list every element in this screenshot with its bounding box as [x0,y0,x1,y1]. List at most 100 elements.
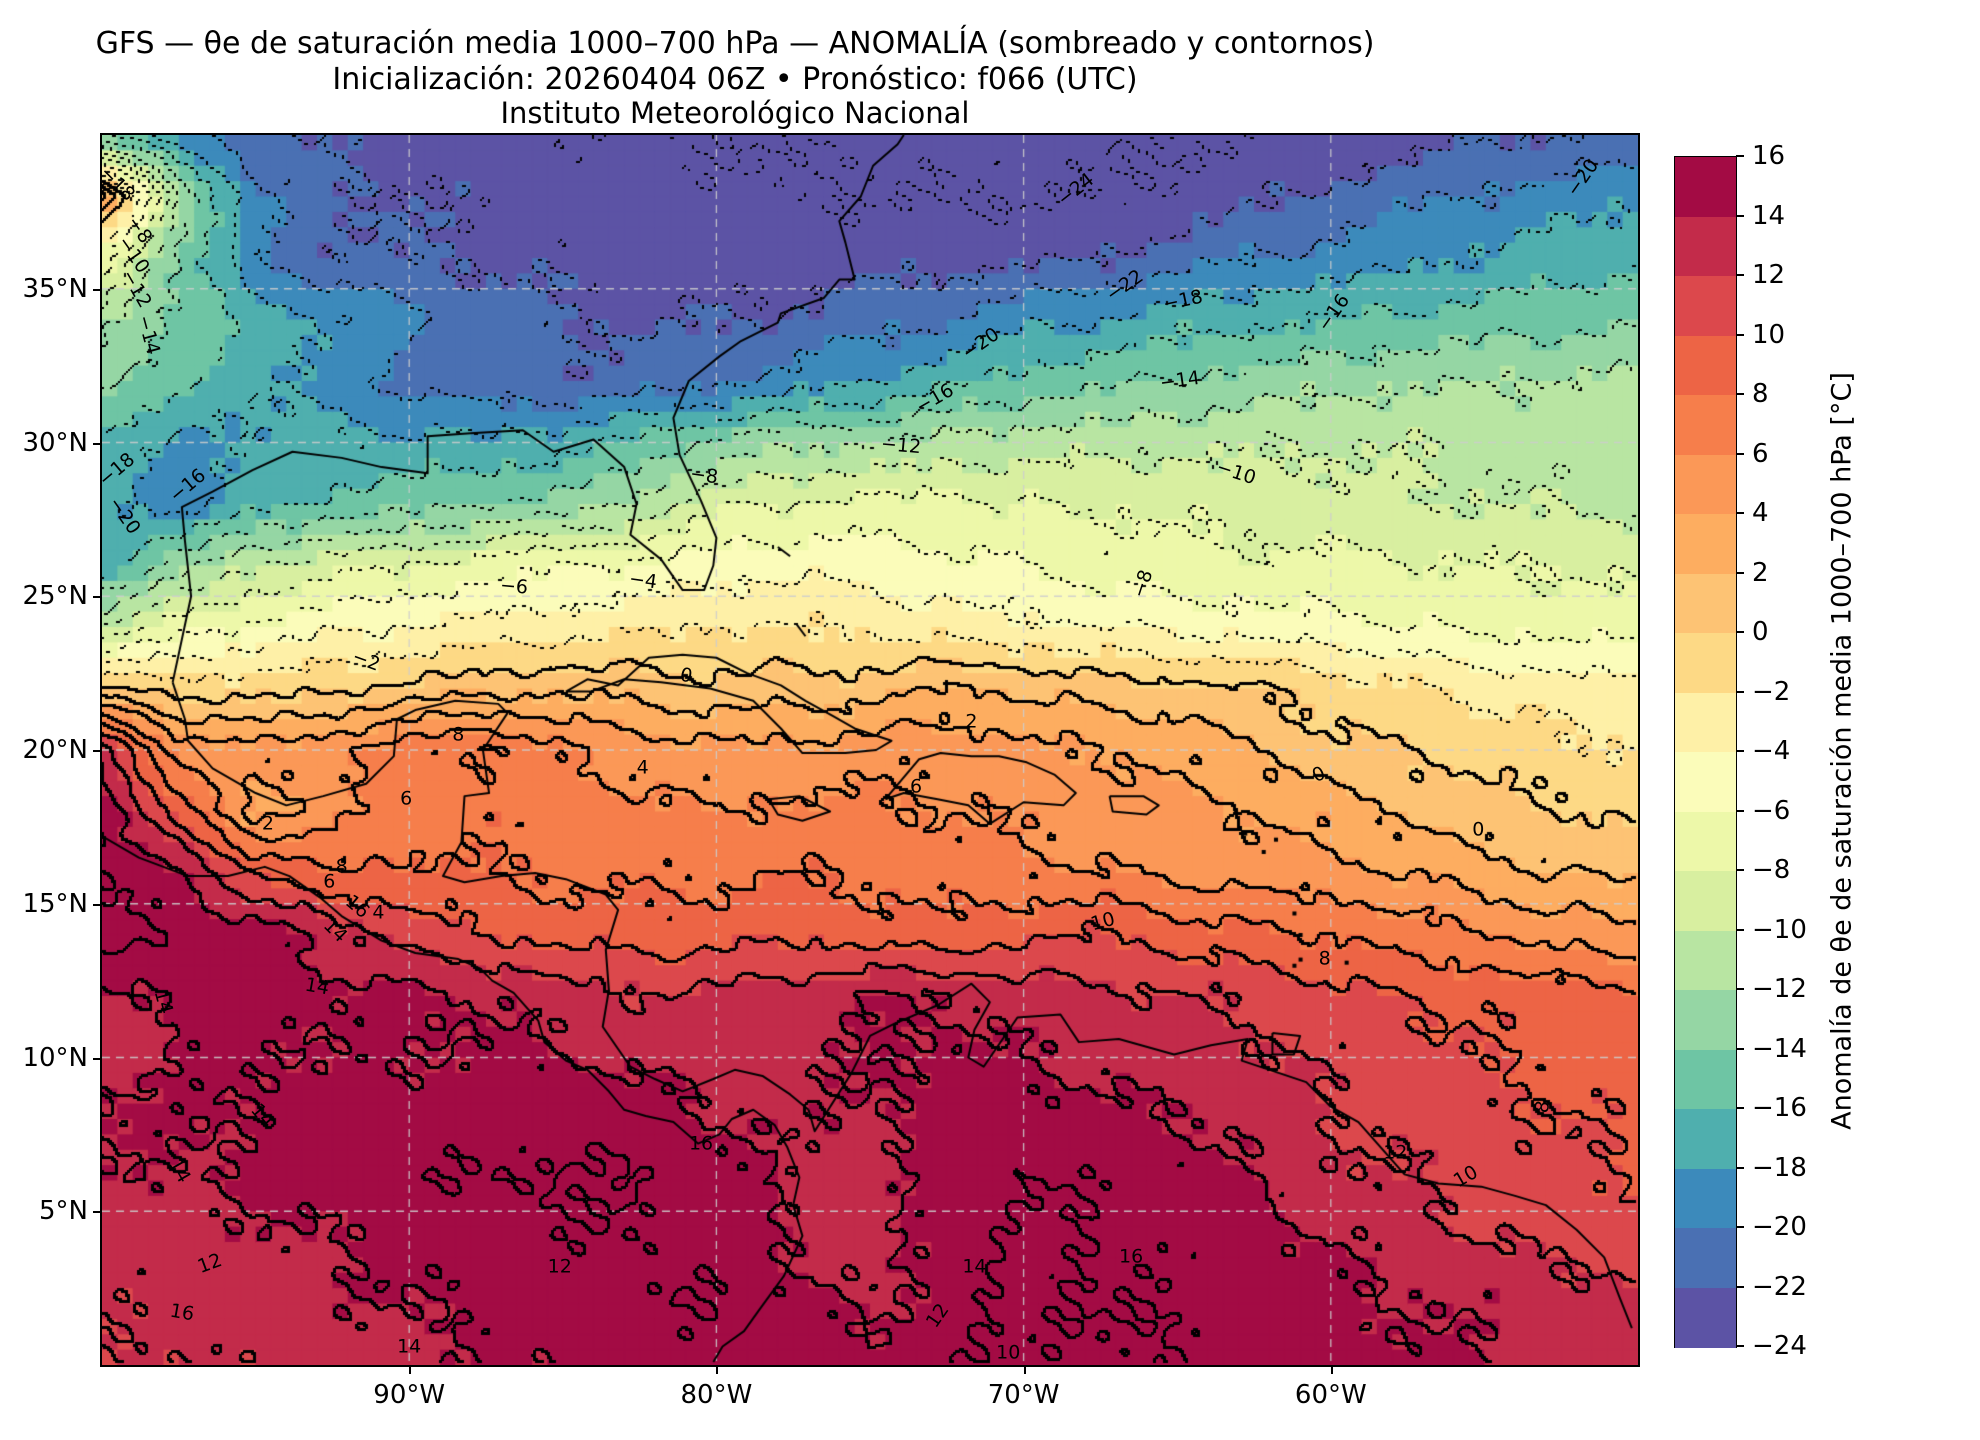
colorbar-tick-label: −20 [1752,1212,1807,1242]
colorbar-tick-label: 12 [1752,260,1786,290]
figure-institution: Instituto Meteorológico Nacional [500,96,970,130]
contour-label: −16 [911,379,958,419]
colorbar-segment [1675,395,1736,455]
contour-label: 2 [965,710,978,733]
contour-label: 8 [1318,947,1331,970]
figure-subtitle-init-forecast: Inicialización: 20260404 06Z • Pronóstic… [332,62,1138,97]
colorbar-tick-label: −14 [1752,1033,1807,1064]
colorbar-segment [1675,335,1736,396]
contour-label: −6 [498,574,529,599]
contour-label: −14 [1158,366,1202,395]
contour-labels-layer: −24 −22 −20 −20 −18 −16 −16 −14 −12 −10 −8 −8 −6 −4 −2… [102,135,1638,1365]
colorbar-segment [1675,1109,1736,1169]
contour-label: −12 [116,265,156,312]
contour-label: 16 [168,1299,196,1326]
contour-label: −16 [165,463,211,507]
contour-label: 12 [1383,1141,1408,1164]
contour-label: 14 [962,1255,987,1278]
contour-map-canvas [102,135,1638,1365]
colorbar-tick-label: −2 [1752,676,1791,707]
x-axis-tickmark [1023,1367,1026,1374]
colorbar-tickmark [1736,928,1744,931]
colorbar-tickmark [1736,869,1744,871]
colorbar-tickmark [1736,1047,1744,1050]
contour-label: 4 [636,756,649,779]
y-tick-label: 30°N [22,427,88,458]
colorbar-tick-label: −6 [1752,795,1791,826]
colorbar-segment [1675,276,1736,336]
colorbar-tickmark [1736,571,1744,574]
colorbar-tick-label: 8 [1752,379,1769,409]
colorbar-tickmark [1736,1285,1744,1288]
x-axis-tickmark [716,1367,719,1374]
colorbar-tickmark [1736,1166,1744,1169]
contour-label: 12 [921,1299,954,1332]
x-tick-label: 60°W [1294,1380,1367,1410]
colorbar-segment [1675,157,1736,217]
colorbar-segment [1675,1287,1736,1348]
colorbar-segment [1675,216,1736,277]
colorbar-tick-label: 16 [1752,141,1786,171]
contour-label: −10 [1213,456,1259,490]
colorbar-segment [1675,1228,1736,1288]
figure-title: GFS — θe de saturación media 1000–700 hP… [95,26,1375,61]
y-axis-tickmark [93,1057,100,1060]
colorbar-tick-label: 0 [1752,617,1769,647]
contour-label: 2 [261,812,274,835]
x-tick-label: 70°W [987,1380,1060,1410]
y-axis-tickmark [93,288,100,291]
contour-label: 14 [303,973,331,1000]
colorbar-segment [1675,871,1736,931]
contour-label: −18 [102,448,140,492]
contour-label: −16 [1312,290,1354,336]
colorbar-segment [1675,1049,1736,1110]
contour-label: 16 [688,1132,714,1155]
colorbar-segment [1675,514,1736,574]
contour-label: 14 [163,1155,195,1187]
contour-label: 8 [1530,1098,1555,1115]
colorbar-tickmark [1736,274,1744,276]
colorbar-tickmark [1736,750,1744,752]
contour-label: 14 [150,987,178,1017]
colorbar-tickmark [1736,1226,1744,1228]
x-tick-label: 80°W [680,1380,753,1410]
contour-label: −18 [1161,285,1206,316]
colorbar-tickmark [1736,512,1744,514]
y-tick-label: 5°N [39,1196,88,1227]
colorbar-tickmark [1736,155,1744,157]
colorbar-tick-label: −10 [1752,914,1807,945]
colorbar-segment [1675,752,1736,812]
colorbar-tick-label: −4 [1752,736,1791,766]
colorbar-tick-label: −18 [1752,1152,1807,1183]
y-tick-label: 35°N [22,273,88,304]
colorbar-axis-label: Anomalía de θe de saturación media 1000–… [1826,372,1858,1130]
contour-label: 10 [1088,907,1118,936]
contour-label: 10 [1449,1161,1482,1193]
y-tick-label: 15°N [22,888,88,919]
contour-label: 6 [400,787,413,810]
colorbar-segment [1675,692,1736,753]
colorbar-segment [1675,573,1736,634]
y-axis-tickmark [93,1211,100,1214]
colorbar-tick-label: 2 [1752,557,1769,588]
contour-label: 8 [335,855,348,878]
colorbar-segment [1675,990,1736,1050]
contour-label: 8 [452,723,465,746]
colorbar-tick-label: 6 [1752,438,1769,469]
colorbar-tickmark [1736,214,1744,217]
colorbar-segment [1675,930,1736,991]
colorbar-segment [1675,454,1736,515]
colorbar-tickmark [1736,1345,1744,1347]
contour-label: −18 [102,161,140,206]
contour-label: −24 [1052,168,1099,211]
contour-label: −20 [1561,155,1603,201]
colorbar-tick-label: −22 [1752,1271,1807,1302]
y-axis-tickmark [93,903,100,906]
colorbar-tickmark [1736,809,1744,812]
colorbar-tick-label: −24 [1752,1331,1807,1361]
colorbar-tick-label: −16 [1752,1093,1807,1123]
x-axis-tickmark [1330,1367,1333,1374]
colorbar-tick-label: −8 [1752,855,1791,885]
colorbar-tick-label: 4 [1752,498,1769,528]
